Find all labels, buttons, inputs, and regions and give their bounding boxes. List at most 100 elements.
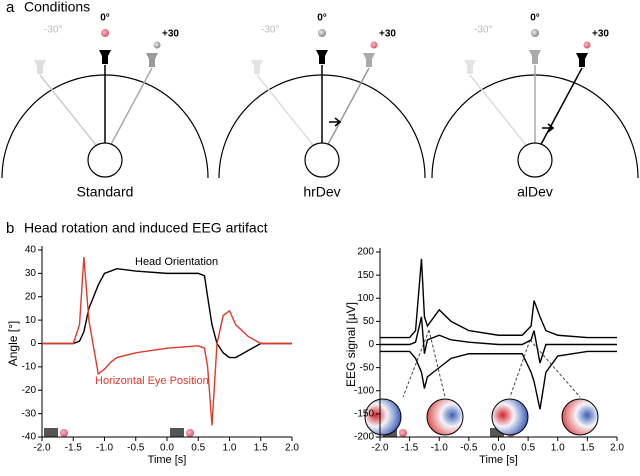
panel-title: Conditions (24, 0, 90, 15)
y-tick-label: -200 (354, 432, 374, 443)
condition-aldev: -30° 0° +30 alDev (431, 13, 639, 200)
beam (469, 74, 531, 151)
series-label: Head Orientation (135, 256, 218, 268)
x-tick-label: -2.0 (33, 443, 51, 454)
source-dot (531, 29, 539, 37)
y-tick-label: -20 (22, 385, 37, 396)
x-tick-label: 0.0 (160, 443, 174, 454)
arrow (542, 123, 555, 133)
beam (537, 67, 583, 151)
series-line (42, 267, 292, 359)
y-axis-label: Angle [°] (6, 321, 20, 367)
arrow (329, 117, 342, 127)
y-tick-label: -30 (22, 408, 37, 419)
x-tick-label: 1.5 (580, 443, 594, 454)
head (87, 142, 123, 178)
panel-title: Head rotation and induced EEG artifact (24, 220, 268, 236)
angle-label: 0° (100, 13, 110, 24)
y-tick-label: 150 (357, 270, 374, 281)
icon (490, 428, 504, 437)
panel-label: a (6, 0, 15, 16)
y-tick-label: 200 (357, 247, 374, 258)
panel-label: b (6, 220, 14, 237)
y-tick-label: -10 (22, 362, 37, 373)
condition-label: hrDev (303, 184, 340, 200)
x-axis-label: Time [s] (148, 454, 187, 466)
icon (186, 429, 194, 437)
source-dot (370, 41, 378, 49)
x-tick-label: 0.5 (521, 443, 535, 454)
speaker (576, 53, 588, 67)
source-dot (101, 29, 109, 37)
condition-standard: -30° 0° +30 Standard (1, 13, 209, 200)
x-tick-label: -1.0 (96, 443, 114, 454)
x-tick-label: -0.5 (460, 443, 478, 454)
x-tick-label: -0.5 (127, 443, 145, 454)
beam (324, 67, 370, 151)
source-dot (318, 29, 326, 37)
x-tick-label: 1.0 (223, 443, 237, 454)
angle-label: +30 (162, 29, 179, 40)
speaker (146, 53, 158, 67)
y-tick-label: -150 (354, 409, 374, 420)
series-label: Horizontal Eye Position (95, 375, 209, 387)
icon (60, 429, 68, 437)
y-tick-label: -100 (354, 385, 374, 396)
y-axis-label: EEG signal [µV] (344, 302, 358, 387)
condition-label: alDev (517, 184, 553, 200)
y-tick-label: 30 (25, 268, 37, 279)
head (517, 142, 553, 178)
x-tick-label: -2.0 (371, 443, 389, 454)
series-line (380, 316, 617, 364)
x-tick-label: 0.0 (492, 443, 506, 454)
angle-label: 0° (317, 13, 327, 24)
beam (39, 74, 101, 151)
icon (399, 429, 407, 437)
series-line (42, 256, 292, 426)
topomap (561, 398, 599, 436)
condition-label: Standard (77, 184, 134, 200)
angle-label: +30 (592, 29, 609, 40)
x-tick-label: 1.0 (551, 443, 565, 454)
speaker (316, 50, 328, 64)
angle-label: +30 (379, 29, 396, 40)
topomap (426, 398, 464, 436)
beam (256, 74, 318, 151)
icon (44, 428, 58, 437)
condition-hrdev: -30° 0° +30 hrDev (218, 13, 426, 200)
y-tick-label: 40 (25, 245, 37, 256)
angle-label: -30° (261, 25, 279, 36)
x-tick-label: 1.5 (254, 443, 268, 454)
y-tick-label: 100 (357, 293, 374, 304)
y-tick-label: 10 (25, 315, 37, 326)
source-dot (583, 41, 591, 49)
source-dot (153, 41, 161, 49)
y-tick-label: -40 (22, 432, 37, 443)
x-tick-label: 2.0 (285, 443, 299, 454)
speaker (529, 50, 541, 64)
x-tick-label: -1.5 (401, 443, 419, 454)
x-axis-label: Time [s] (479, 454, 518, 466)
x-tick-label: 2.0 (610, 443, 624, 454)
topomaps (364, 329, 599, 436)
speaker (34, 60, 46, 74)
y-tick-label: -50 (360, 362, 375, 373)
series-line (380, 350, 617, 410)
angle-label: 0° (530, 13, 540, 24)
speaker (464, 60, 476, 74)
x-tick-label: 0.5 (191, 443, 205, 454)
speaker (251, 60, 263, 74)
y-tick-label: 20 (25, 291, 37, 302)
angle-label: -30° (44, 25, 62, 36)
y-tick-label: 0 (30, 338, 36, 349)
angle-label: -30° (474, 25, 492, 36)
connector (402, 329, 581, 398)
head (304, 142, 340, 178)
speaker (363, 53, 375, 67)
topomap (364, 398, 402, 436)
y-tick-label: 50 (363, 316, 375, 327)
x-tick-label: -1.0 (431, 443, 449, 454)
icon (170, 428, 184, 437)
y-tick-label: 0 (368, 339, 374, 350)
